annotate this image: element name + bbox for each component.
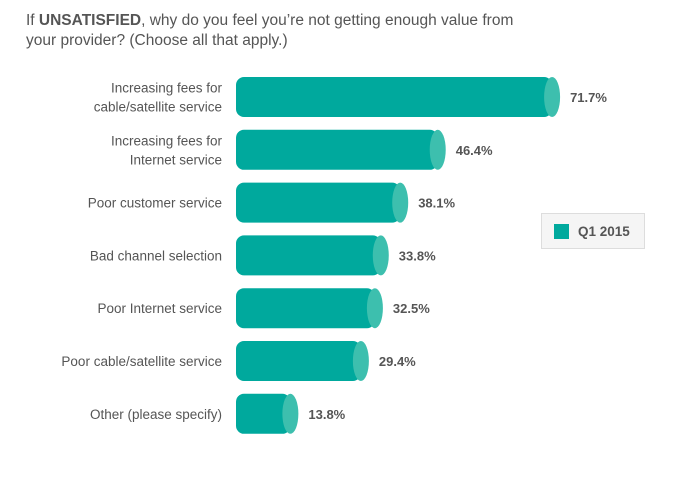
value-label: 38.1% (418, 196, 455, 211)
bar (236, 288, 375, 329)
category-label: Poor cable/satellite service (61, 354, 222, 369)
title-bold: UNSATISFIED (38, 12, 142, 29)
bar-cap (352, 341, 369, 381)
bar (236, 235, 381, 276)
category-label: Increasing fees for (111, 133, 223, 148)
legend-label: Q1 2015 (578, 223, 630, 239)
legend-swatch (554, 223, 569, 239)
bar (236, 341, 361, 381)
bar (236, 182, 401, 223)
bar-cap (372, 235, 389, 276)
value-label: 71.7% (570, 90, 607, 105)
value-label: 33.8% (399, 248, 436, 263)
value-label: 29.4% (379, 354, 416, 369)
category-label: Bad channel selection (90, 248, 222, 263)
bar (236, 77, 553, 117)
legend: Q1 2015 (541, 213, 645, 249)
bar-cap (544, 77, 561, 117)
bar (236, 393, 291, 434)
category-label: cable/satellite service (94, 100, 222, 115)
bar-cap (392, 182, 409, 223)
title-rest: , why do you feel you’re not getting eno… (26, 12, 514, 49)
value-label: 46.4% (456, 143, 493, 158)
bar-cap (429, 129, 446, 170)
category-label: Increasing fees for (111, 81, 223, 96)
category-label: Internet service (130, 152, 222, 167)
category-label: Poor customer service (88, 196, 222, 211)
bar-cap (366, 288, 383, 329)
bar-cap (282, 393, 299, 434)
title-prefix: If (26, 12, 39, 29)
category-label: Poor Internet service (97, 301, 222, 316)
bar (236, 129, 438, 170)
value-label: 13.8% (308, 407, 345, 422)
chart-title: If UNSATISFIED, why do you feel you’re n… (26, 11, 546, 51)
value-label: 32.5% (393, 301, 430, 316)
category-label: Other (please specify) (90, 407, 222, 422)
